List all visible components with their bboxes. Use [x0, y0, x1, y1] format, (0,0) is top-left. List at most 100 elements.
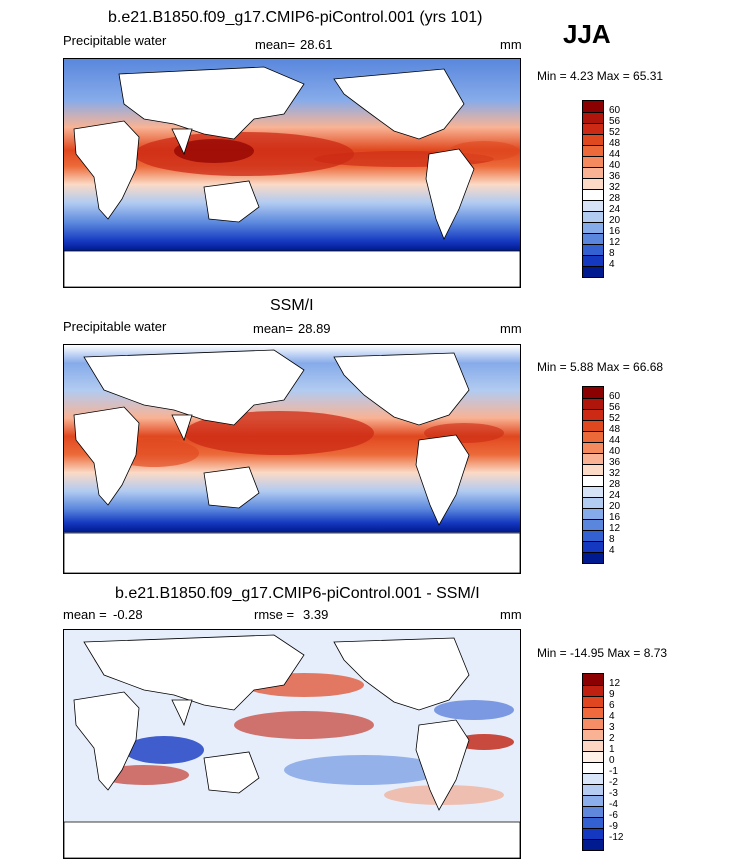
land-australia: [203, 466, 260, 509]
colorbar-swatch: [583, 751, 603, 762]
mean-label: mean=: [255, 37, 296, 52]
land-antarctica: [64, 250, 520, 287]
colorbar-model: [582, 100, 604, 278]
colorbar-swatch: [583, 729, 603, 740]
colorbar-swatch: [583, 828, 603, 839]
colorbar-swatch: [583, 387, 603, 398]
panel-title: SSM/I: [270, 297, 314, 314]
colorbar-tick-label: 40: [609, 446, 621, 457]
colorbar-tick-label: 36: [609, 171, 621, 182]
colorbar-tick-label: -4: [609, 799, 618, 810]
colorbar-tick-label: 20: [609, 501, 621, 512]
colorbar-swatch: [583, 497, 603, 508]
panel-title: b.e21.B1850.f09_g17.CMIP6-piControl.001 …: [108, 9, 483, 26]
colorbar-tick-label: -3: [609, 788, 618, 799]
land-north-america: [333, 352, 470, 426]
colorbar-tick-label: -2: [609, 777, 618, 788]
colorbar-swatch: [583, 178, 603, 189]
land-south-america: [415, 719, 470, 811]
colorbar-swatch: [583, 112, 603, 123]
colorbar-tick-label: 28: [609, 479, 621, 490]
colorbar-tick-label: 24: [609, 204, 621, 215]
colorbar-tick-label: 1: [609, 744, 615, 755]
colorbar-swatch: [583, 420, 603, 431]
colorbar-swatch: [583, 189, 603, 200]
season-label: JJA: [563, 19, 611, 49]
colorbar-tick-label: 56: [609, 402, 621, 413]
colorbar-tick-label: -6: [609, 810, 618, 821]
colorbar-tick-label: 32: [609, 468, 621, 479]
colorbar-swatch: [583, 685, 603, 696]
colorbar-tick-label: 40: [609, 160, 621, 171]
colorbar-tick-label: 2: [609, 733, 615, 744]
colorbar-swatch: [583, 530, 603, 541]
colorbar-tick-label: 3: [609, 722, 615, 733]
colorbar-tick-label: 60: [609, 391, 621, 402]
land-india: [171, 699, 193, 727]
colorbar-swatch: [583, 762, 603, 773]
colorbar-swatch: [583, 707, 603, 718]
colorbar-swatch: [583, 453, 603, 464]
colorbar-swatch: [583, 806, 603, 817]
colorbar-swatch: [583, 773, 603, 784]
colorbar-tick-label: -12: [609, 832, 624, 843]
land: [64, 349, 520, 573]
colorbar-tick-label: 0: [609, 755, 615, 766]
min-max-label: Min = 4.23 Max = 65.31: [537, 69, 664, 83]
anomaly: [284, 755, 444, 785]
colorbar-tick-label: 24: [609, 490, 621, 501]
colorbar-swatch: [583, 718, 603, 729]
colorbar-swatch: [583, 134, 603, 145]
colorbar-swatch: [583, 200, 603, 211]
colorbar-swatch: [583, 784, 603, 795]
land-south-america: [425, 148, 475, 240]
colorbar-swatch: [583, 508, 603, 519]
colorbar-tick-label: 12: [609, 523, 621, 534]
min-max-label: Min = -14.95 Max = 8.73: [537, 646, 668, 660]
colorbar-swatch: [583, 255, 603, 266]
land-india: [171, 128, 193, 156]
units-label: mm: [500, 607, 522, 622]
colorbar-swatch: [583, 244, 603, 255]
land-north-america: [333, 68, 465, 140]
colorbar-swatch: [583, 475, 603, 486]
rmse-label: rmse =: [254, 607, 295, 622]
colorbar-swatch: [583, 464, 603, 475]
colorbar-tick-label: 9: [609, 689, 615, 700]
variable-label: Precipitable water: [63, 33, 167, 48]
colorbar-tick-label: 16: [609, 226, 621, 237]
units-label: mm: [500, 321, 522, 336]
anomaly: [434, 700, 514, 720]
colorbar-swatch: [583, 795, 603, 806]
colorbar-swatch: [583, 740, 603, 751]
colorbar-tick-label: 44: [609, 435, 621, 446]
land-india: [171, 414, 193, 442]
colorbar-tick-label: 6: [609, 700, 615, 711]
colorbar-tick-label: -9: [609, 821, 618, 832]
colorbar-tick-label: 52: [609, 413, 621, 424]
mean-value: 28.61: [300, 37, 333, 52]
warm-core: [174, 139, 254, 163]
colorbar-tick-label: 48: [609, 424, 621, 435]
land-australia: [203, 180, 260, 223]
land-eurasia: [83, 634, 305, 711]
atlantic-warm: [449, 141, 519, 161]
colorbar-tick-label: 60: [609, 105, 621, 116]
colorbar-swatch: [583, 541, 603, 552]
colorbar-swatch: [583, 101, 603, 112]
land: [64, 634, 520, 858]
colorbar-swatch: [583, 233, 603, 244]
land-australia: [203, 751, 260, 794]
land-africa: [73, 691, 140, 791]
colorbar-tick-label: 32: [609, 182, 621, 193]
panel-title: b.e21.B1850.f09_g17.CMIP6-piControl.001 …: [115, 585, 480, 602]
map-ssmi-precipitable-water: [63, 344, 521, 574]
colorbar-difference: [582, 673, 604, 851]
units-label: mm: [500, 37, 522, 52]
colorbar-tick-label: 12: [609, 237, 621, 248]
colorbar-tick-label: 8: [609, 248, 615, 259]
colorbar-tick-label: 4: [609, 711, 615, 722]
land-africa: [73, 120, 140, 220]
rmse-value: 3.39: [303, 607, 329, 622]
map-difference: [63, 629, 521, 859]
